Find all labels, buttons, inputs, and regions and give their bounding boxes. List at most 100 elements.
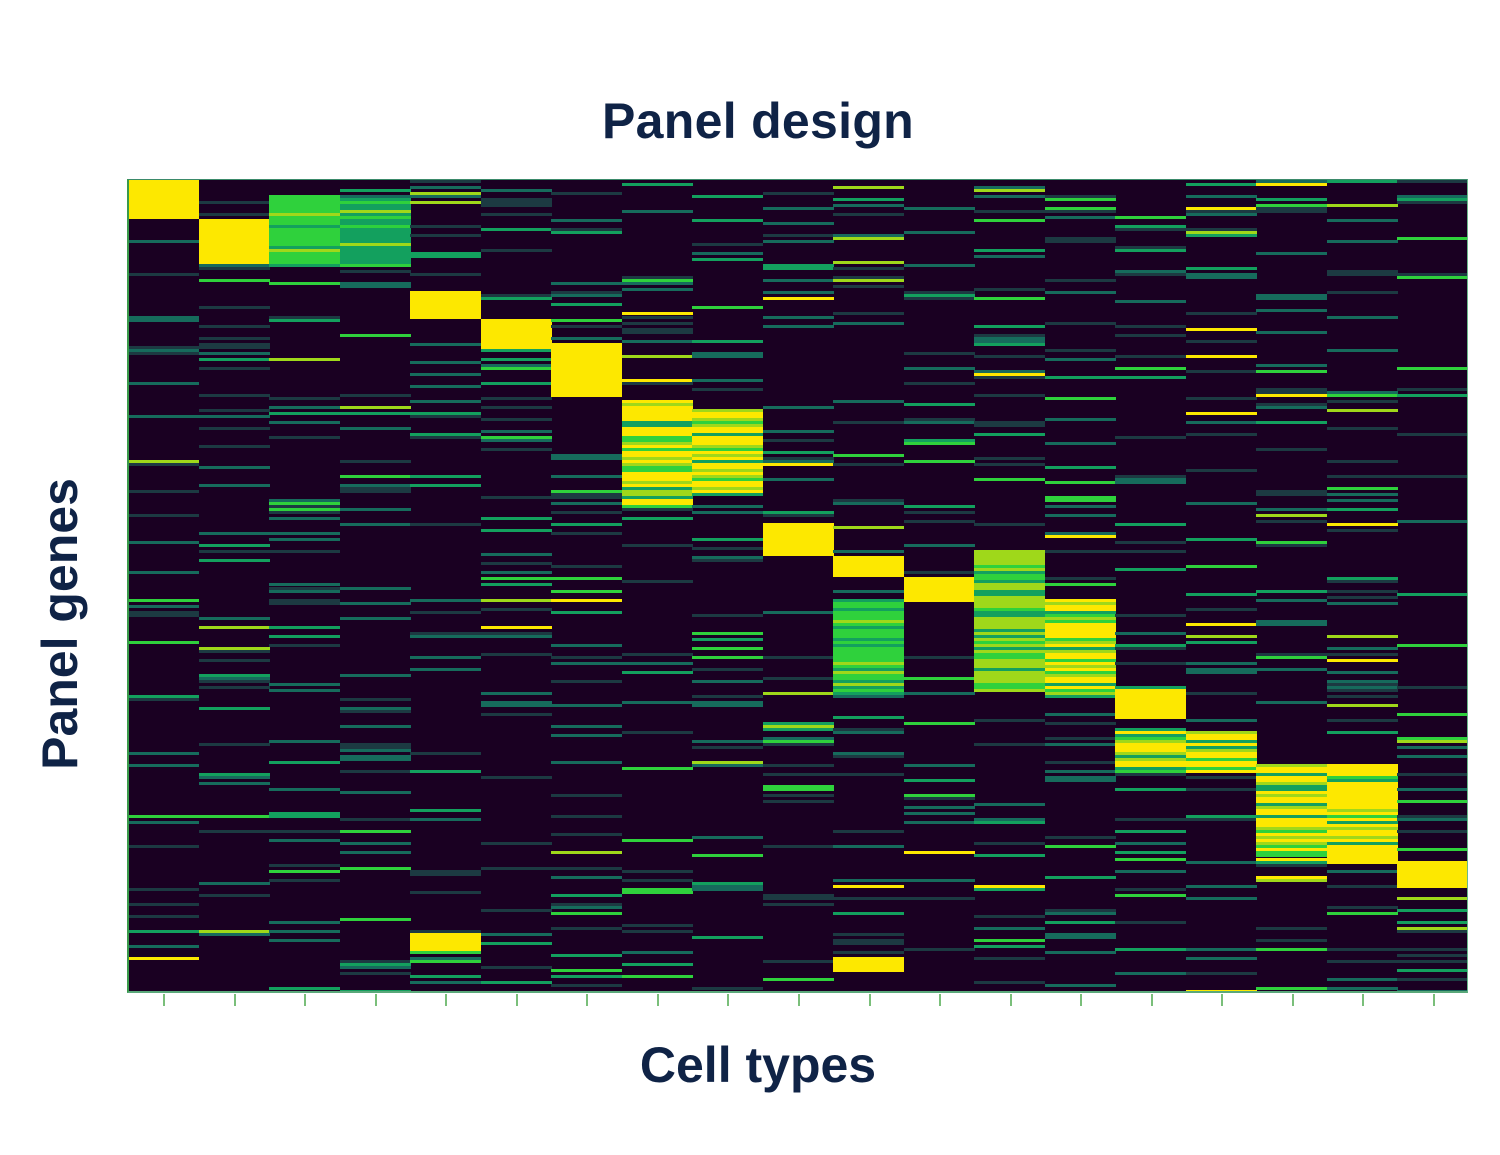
heatmap-cell: [833, 673, 905, 680]
heatmap-cell: [621, 420, 693, 427]
heatmap-cell: [128, 929, 200, 933]
heatmap-cell: [903, 577, 975, 602]
heatmap-cell: [1044, 676, 1116, 683]
heatmap-cell: [198, 550, 270, 554]
heatmap-cell: [692, 454, 764, 457]
heatmap-cell: [128, 460, 200, 464]
heatmap-cell: [269, 625, 341, 629]
heatmap-cell: [551, 303, 623, 307]
heatmap-cell: [269, 839, 341, 843]
heatmap-cell: [128, 914, 200, 918]
heatmap-cell: [1185, 731, 1257, 735]
heatmap-cell: [198, 267, 270, 271]
heatmap-cell: [621, 661, 693, 665]
heatmap-cell: [198, 673, 270, 677]
heatmap-cell: [410, 225, 482, 229]
heatmap-cell: [1256, 782, 1328, 786]
heatmap-cell: [1115, 550, 1187, 554]
heatmap-cell: [1044, 691, 1116, 695]
heatmap-cell: [692, 646, 764, 650]
heatmap-cell: [762, 460, 834, 464]
heatmap-cell: [621, 731, 693, 735]
heatmap-cell: [1185, 634, 1257, 638]
heatmap-cell: [1326, 204, 1398, 208]
heatmap-cell: [762, 264, 834, 271]
heatmap-cell: [410, 234, 482, 238]
heatmap-plot-area: [128, 180, 1468, 993]
heatmap-cell: [1044, 743, 1116, 747]
heatmap-cell: [1185, 420, 1257, 424]
heatmap-cell: [1326, 703, 1398, 707]
heatmap-cell: [903, 571, 975, 575]
heatmap-cell: [480, 529, 552, 533]
heatmap-cell: [692, 547, 764, 551]
heatmap-cell: [1185, 228, 1257, 232]
heatmap-cell: [692, 761, 764, 765]
heatmap-cell: [833, 312, 905, 316]
heatmap-cell: [1115, 920, 1187, 924]
heatmap-cell: [762, 438, 834, 442]
heatmap-cell: [1256, 773, 1328, 777]
heatmap-cell: [903, 420, 975, 424]
heatmap-cell: [833, 321, 905, 325]
heatmap-cell: [903, 231, 975, 235]
heatmap-cell: [833, 896, 905, 900]
heatmap-cell: [1326, 731, 1398, 735]
heatmap-cell: [551, 953, 623, 957]
heatmap-cell: [903, 366, 975, 370]
heatmap-cell: [198, 324, 270, 328]
heatmap-cell: [974, 568, 1046, 572]
heatmap-cell: [762, 279, 834, 283]
heatmap-cell: [198, 685, 270, 689]
heatmap-cell: [551, 490, 623, 494]
heatmap-cell: [1256, 842, 1328, 846]
heatmap-cell: [762, 785, 834, 792]
heatmap-cell: [269, 682, 341, 686]
heatmap-cell: [1256, 875, 1328, 879]
heatmap-cell: [621, 950, 693, 954]
heatmap-cell: [1256, 387, 1328, 394]
x-tick: [1009, 994, 1012, 1006]
heatmap-cell: [1326, 270, 1398, 277]
heatmap-cell: [621, 276, 693, 280]
heatmap-cell: [1256, 508, 1328, 512]
heatmap-cell: [903, 878, 975, 882]
heatmap-cell: [1115, 758, 1187, 762]
heatmap-cell: [974, 336, 1046, 343]
heatmap-cell: [1185, 273, 1257, 280]
heatmap-cell: [1326, 487, 1398, 491]
heatmap-cell: [1256, 652, 1328, 656]
heatmap-cell: [1256, 809, 1328, 816]
heatmap-cell: [621, 463, 693, 467]
heatmap-cell: [1326, 839, 1398, 843]
heatmap-cell: [339, 851, 411, 855]
heatmap-cell: [1044, 466, 1116, 470]
heatmap-cell: [762, 451, 834, 454]
heatmap-cell: [551, 291, 623, 295]
heatmap-cell: [903, 505, 975, 509]
heatmap-cell: [1256, 764, 1328, 768]
heatmap-cell: [198, 532, 270, 536]
heatmap-cell: [1044, 604, 1116, 611]
heatmap-cell: [1044, 637, 1116, 641]
heatmap-cell: [974, 463, 1046, 467]
heatmap-cell: [1185, 740, 1257, 744]
heatmap-cell: [198, 408, 270, 412]
heatmap-cell: [269, 589, 341, 593]
heatmap-cell: [762, 845, 834, 849]
heatmap-cell: [1256, 514, 1328, 518]
heatmap-cell: [692, 700, 764, 707]
heatmap-cell: [480, 381, 552, 385]
heatmap-cell: [480, 866, 552, 870]
heatmap-cell: [903, 294, 975, 298]
x-tick: [1080, 994, 1083, 1006]
heatmap-cell: [1115, 541, 1187, 545]
heatmap-cell: [1115, 435, 1187, 439]
heatmap-cell: [903, 764, 975, 768]
heatmap-cell: [269, 986, 341, 990]
heatmap-cell: [1185, 770, 1257, 774]
heatmap-cell: [692, 195, 764, 199]
heatmap-cell: [1185, 234, 1257, 238]
heatmap-cell: [1397, 977, 1468, 981]
heatmap-cell: [833, 267, 905, 271]
